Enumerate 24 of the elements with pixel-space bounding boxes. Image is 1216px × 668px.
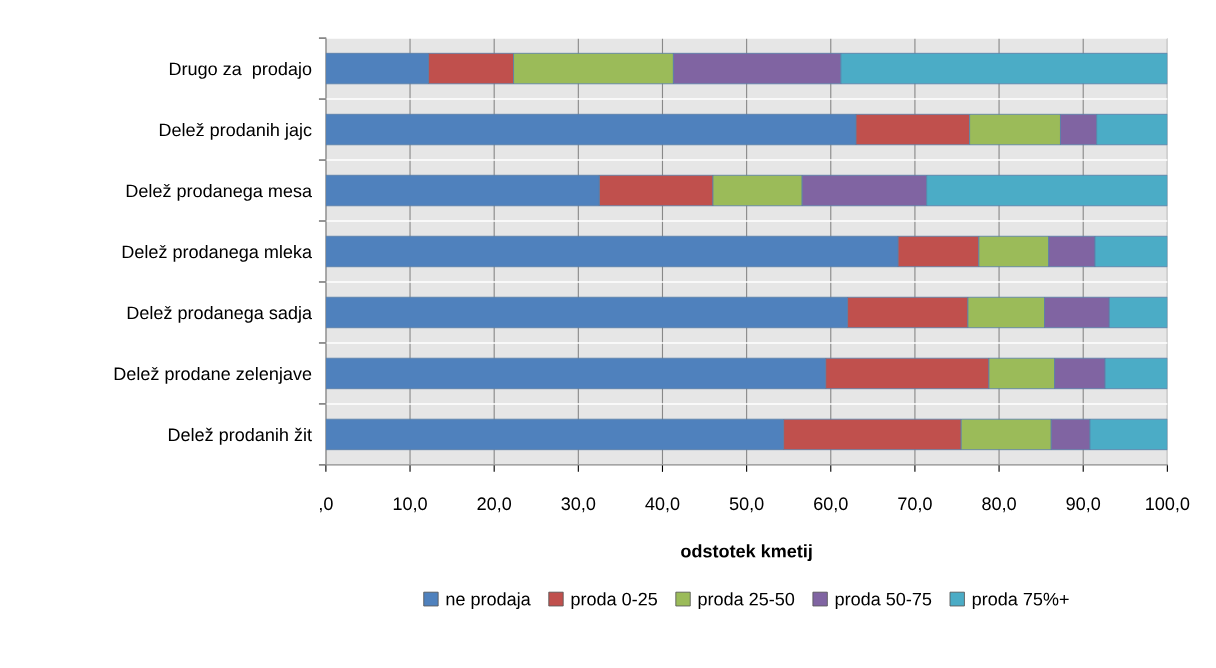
- x-tick-label: 30,0: [561, 497, 596, 513]
- x-tick-label: 90,0: [1066, 497, 1101, 513]
- y-tick-label: Drugo za prodajo: [169, 62, 312, 79]
- x-tick-label: 10,0: [393, 497, 427, 513]
- x-tick-label: 80,0: [982, 497, 1016, 513]
- legend-label: proda 25-50: [698, 592, 795, 610]
- legend-label: ne prodaja: [446, 592, 531, 610]
- legend-label: proda 50-75: [835, 592, 932, 610]
- x-tick-label: 100,0: [1146, 497, 1190, 513]
- x-tick-label: 40,0: [645, 497, 680, 513]
- x-tick-label: 60,0: [814, 497, 848, 513]
- legend-label: proda 75%+: [972, 592, 1069, 610]
- y-tick-label: Delež prodanih žit: [168, 427, 312, 445]
- legend-label: proda 0-25: [571, 592, 658, 610]
- x-tick-label: 70,0: [898, 497, 932, 513]
- y-tick-label: Delež prodane zelenjave: [114, 366, 312, 384]
- y-tick-label: Delež prodanih jajc: [159, 122, 312, 140]
- x-tick-label: ,0: [319, 497, 333, 513]
- x-tick-label: 20,0: [477, 497, 512, 513]
- y-tick-label: Delež prodanega sadja: [127, 305, 313, 323]
- x-axis-title: odstotek kmetij: [681, 544, 812, 562]
- x-tick-label: 50,0: [729, 497, 764, 513]
- y-tick-label: Delež prodanega mleka: [122, 244, 313, 262]
- y-tick-label: Delež prodanega mesa: [126, 183, 313, 201]
